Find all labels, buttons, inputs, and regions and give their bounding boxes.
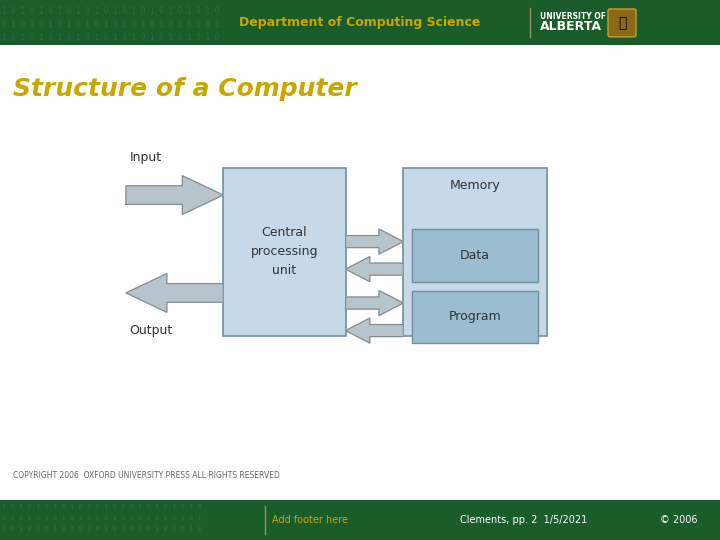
Text: 1 0 1 0 1 0 1 0 1 0 1 0 1 0 1 0 1 0 1 0 1 0 1 0: 1 0 1 0 1 0 1 0 1 0 1 0 1 0 1 0 1 0 1 0 … [2, 7, 220, 16]
Polygon shape [346, 256, 403, 282]
Text: Central
processing
unit: Central processing unit [251, 226, 318, 278]
FancyBboxPatch shape [608, 9, 636, 37]
Text: © 2006: © 2006 [660, 515, 698, 525]
Text: Memory: Memory [450, 179, 500, 192]
Bar [403, 168, 547, 336]
Text: Department of Computing Science: Department of Computing Science [239, 16, 481, 29]
Text: Clements, pp. 2  1/5/2021: Clements, pp. 2 1/5/2021 [460, 515, 588, 525]
Text: Data: Data [460, 249, 490, 262]
Text: 1 0 1 0 1 0 1 0 1 0 1 0 1 0 1 0 1 0 1 0 1 0 1 0: 1 0 1 0 1 0 1 0 1 0 1 0 1 0 1 0 1 0 1 0 … [2, 33, 220, 42]
Text: UNIVERSITY OF: UNIVERSITY OF [540, 12, 606, 22]
Text: 0 1 0 1 0 1 0 1 0 1 0 1 0 1 0 1 0 1 0 1 0 1 0 1: 0 1 0 1 0 1 0 1 0 1 0 1 0 1 0 1 0 1 0 1 … [2, 20, 220, 29]
Text: Input: Input [130, 151, 162, 164]
Text: 🏛: 🏛 [618, 16, 626, 30]
Text: COPYRIGHT 2006  OXFORD UNIVERSITY PRESS ALL RIGHTS RESERVED: COPYRIGHT 2006 OXFORD UNIVERSITY PRESS A… [13, 470, 280, 480]
Text: 1 0 1 0 1 0 1 0 1 0 1 0 1 0 1 0 1 0 1 0 1 0 1 0: 1 0 1 0 1 0 1 0 1 0 1 0 1 0 1 0 1 0 1 0 … [2, 504, 202, 510]
Polygon shape [126, 274, 223, 312]
Polygon shape [346, 318, 403, 343]
Bar [412, 291, 538, 343]
Text: Output: Output [130, 323, 173, 336]
Text: Add footer here: Add footer here [272, 515, 348, 525]
Polygon shape [126, 176, 223, 214]
Text: ALBERTA: ALBERTA [540, 21, 602, 33]
Text: Program: Program [449, 310, 501, 323]
Polygon shape [346, 291, 403, 315]
Text: 0 1 0 1 0 1 0 1 0 1 0 1 0 1 0 1 0 1 0 1 0 1 0 1: 0 1 0 1 0 1 0 1 0 1 0 1 0 1 0 1 0 1 0 1 … [2, 515, 202, 521]
Bar [412, 229, 538, 281]
Text: Structure of a Computer: Structure of a Computer [13, 77, 356, 100]
Bar [223, 168, 346, 336]
Polygon shape [346, 229, 403, 254]
Text: 1 0 1 0 1 0 1 0 1 0 1 0 1 0 1 0 1 0 1 0 1 0 1 0: 1 0 1 0 1 0 1 0 1 0 1 0 1 0 1 0 1 0 1 0 … [2, 526, 202, 532]
